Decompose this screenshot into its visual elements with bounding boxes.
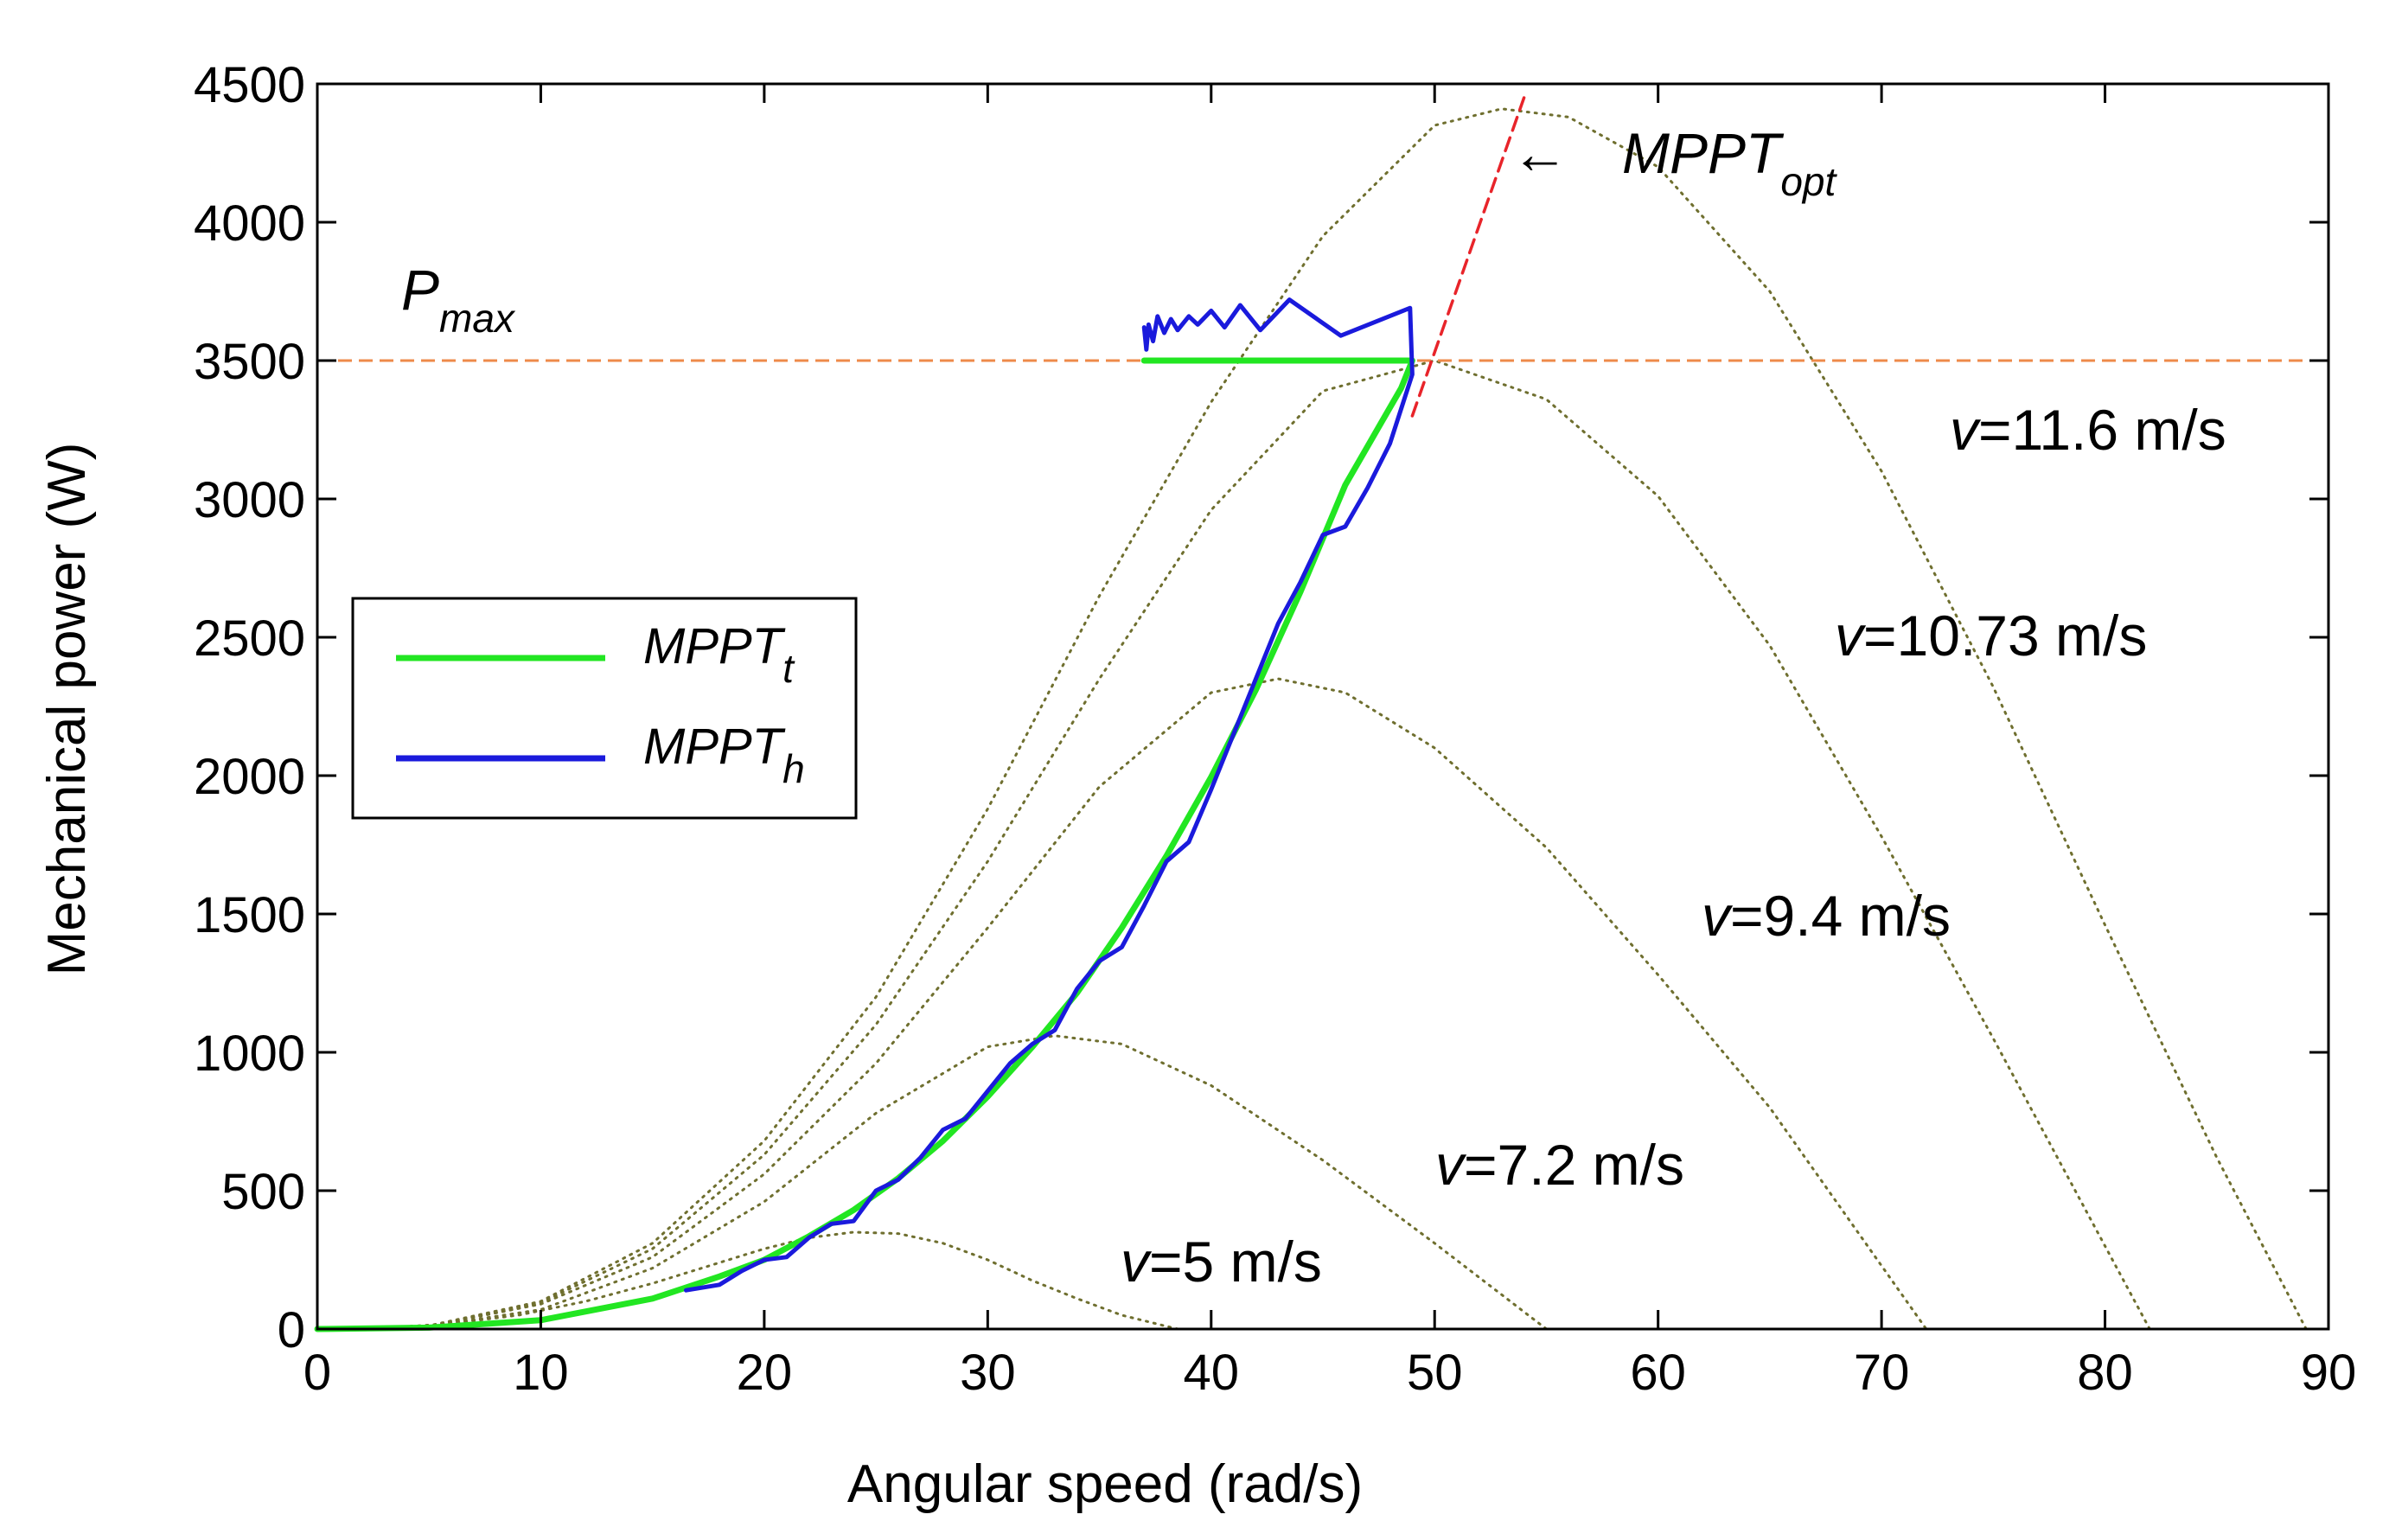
x-tick-label: 50 bbox=[1407, 1345, 1463, 1401]
wind-curve-2 bbox=[316, 677, 1928, 1331]
wind-label-7-2: v=7.2 m/s bbox=[1435, 1133, 1684, 1197]
mppt-opt-arrow: ← bbox=[1511, 121, 1568, 185]
wind-label-10-73: v=10.73 m/s bbox=[1835, 604, 2147, 668]
x-tick-label: 40 bbox=[1184, 1345, 1240, 1401]
wind-label-11-6: v=11.6 m/s bbox=[1950, 398, 2226, 462]
y-axis-label: Mechanical power (W) bbox=[37, 443, 97, 976]
series-mppt-h bbox=[683, 297, 1415, 1293]
x-tick-label: 70 bbox=[1854, 1345, 1910, 1401]
y-tick-label: 500 bbox=[221, 1164, 305, 1220]
y-tick-label: 1500 bbox=[194, 887, 305, 943]
y-tick-label: 3000 bbox=[194, 472, 305, 528]
wind-curves bbox=[316, 107, 2308, 1331]
legend-box bbox=[351, 597, 858, 820]
legend-label-mppt-h: MPPTh bbox=[643, 719, 805, 791]
y-tick-labels: 0 500 1000 1500 2000 2500 3000 3500 4000 4500 bbox=[194, 57, 305, 1358]
y-tick-label: 4000 bbox=[194, 195, 305, 252]
y-tick-label: 0 bbox=[278, 1302, 305, 1358]
x-tick-label: 60 bbox=[1630, 1345, 1686, 1401]
x-tick-label: 0 bbox=[303, 1345, 331, 1401]
legend-label-mppt-t: MPPTt bbox=[643, 618, 795, 691]
wind-curve-1 bbox=[316, 1034, 1548, 1331]
y-tick-label: 3500 bbox=[194, 334, 305, 390]
x-tick-label: 30 bbox=[960, 1345, 1016, 1401]
x-tick-label: 80 bbox=[2077, 1345, 2133, 1401]
series-lines bbox=[314, 96, 1526, 1332]
mppt-opt-label: MPPTopt bbox=[1622, 121, 1838, 204]
x-axis-label: Angular speed (rad/s) bbox=[847, 1454, 1363, 1514]
x-tick-labels: 0 10 20 30 40 50 60 70 80 90 bbox=[303, 1345, 2356, 1401]
x-tick-label: 90 bbox=[2301, 1345, 2357, 1401]
axis-ticks bbox=[316, 82, 2330, 1331]
series-mppt-t bbox=[314, 357, 1415, 1332]
x-tick-label: 20 bbox=[737, 1345, 793, 1401]
y-tick-label: 1000 bbox=[194, 1026, 305, 1082]
y-tick-label: 4500 bbox=[194, 57, 305, 113]
wind-curve-4 bbox=[316, 107, 2308, 1331]
wind-label-9-4: v=9.4 m/s bbox=[1702, 884, 1951, 948]
y-tick-label: 2000 bbox=[194, 749, 305, 805]
plot-area-frame bbox=[316, 82, 2330, 1331]
p-max-label: Pmax bbox=[401, 258, 516, 341]
wind-curve-0 bbox=[316, 1230, 1179, 1331]
series-mppt-opt bbox=[1410, 96, 1526, 418]
wind-curve-3 bbox=[316, 359, 2151, 1331]
legend: MPPTt MPPTh bbox=[351, 597, 858, 820]
y-tick-label: 2500 bbox=[194, 610, 305, 667]
x-tick-label: 10 bbox=[513, 1345, 569, 1401]
wind-label-5: v=5 m/s bbox=[1121, 1230, 1322, 1294]
